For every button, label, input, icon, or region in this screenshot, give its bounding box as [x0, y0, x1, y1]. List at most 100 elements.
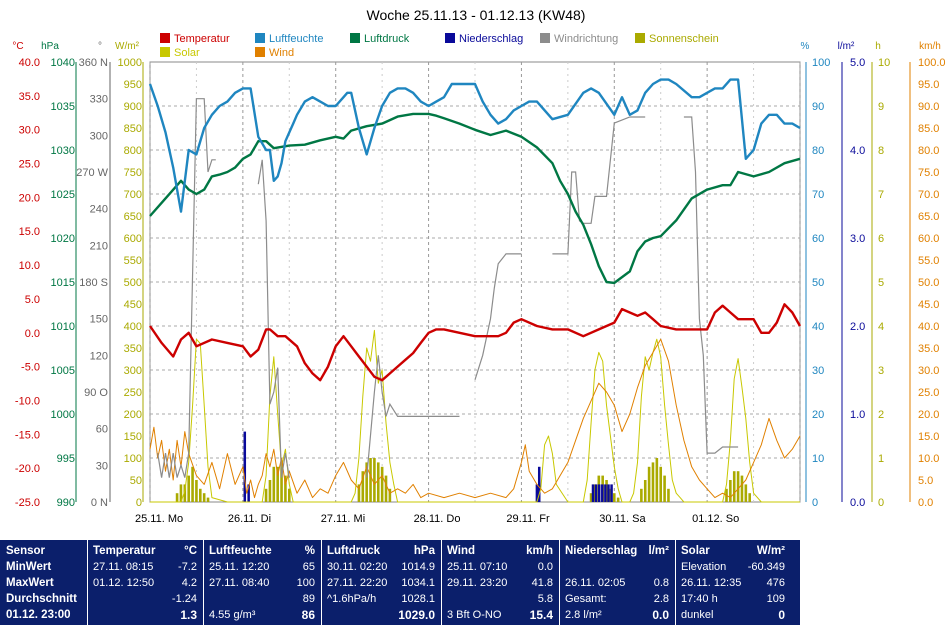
axis-unit-right: km/h [919, 41, 941, 52]
axis-tick-right: 4.0 [850, 145, 865, 157]
stats-separator [675, 540, 676, 625]
legend-label: Luftdruck [364, 33, 410, 45]
bar-sonnenschein [198, 488, 202, 502]
bar-sonnenschein [195, 480, 198, 502]
line-luftfeuchte [148, 78, 801, 213]
legend-swatch-windrichtung [540, 33, 550, 43]
axis-tick-left: 1000 [118, 57, 142, 69]
stats-date: 27.11. 22:20 [327, 577, 388, 589]
stats-unit: hPa [413, 545, 435, 557]
axis-tick-right: 30 [812, 365, 824, 377]
legend-label: Wind [269, 47, 294, 59]
axis-tick-left: 300 [124, 365, 142, 377]
axis-unit-left: hPa [41, 41, 59, 52]
stats-date: 25.11. 07:10 [447, 561, 508, 573]
axis-tick-right: 1.0 [850, 409, 865, 421]
axis-tick-right: 60.0 [918, 233, 939, 245]
stats-value: 0.0 [537, 561, 553, 573]
axis-tick-left: 20.0 [19, 192, 40, 204]
axis-tick-left: 1015 [51, 277, 75, 289]
bar-niederschlag [610, 484, 613, 502]
stats-row-label: MaxWert [6, 577, 54, 589]
stats-date: 17:40 h [681, 593, 718, 605]
axis-tick-left: -20.0 [15, 463, 40, 475]
bar-sonnenschein [388, 488, 392, 502]
stats-value: 0.8 [653, 577, 669, 589]
line-temperatur [149, 303, 802, 382]
stats-value: 1028.1 [401, 593, 435, 605]
axis-tick-left: 1030 [51, 145, 75, 157]
stats-date: ^1.6hPa/h [327, 593, 377, 605]
axis-tick-right: 10 [812, 453, 824, 465]
stats-current-note: 4.55 g/m³ [209, 609, 256, 621]
axis-tick-left: 360 N [79, 57, 108, 69]
bar-sonnenschein [268, 480, 272, 502]
bar-sonnenschein [284, 475, 287, 502]
stats-current-value: 1029.0 [398, 608, 435, 622]
stats-unit: l/m² [648, 545, 669, 557]
axis-tick-left: 90 O [84, 387, 108, 399]
axis-tick-left: 990 [57, 497, 75, 509]
stats-value: 100 [296, 577, 315, 589]
bar-niederschlag [607, 484, 610, 502]
line-wind [149, 338, 801, 499]
axis-tick-right: 45.0 [918, 299, 939, 311]
axis-tick-left: 50 [130, 475, 142, 487]
axis-tick-left: 5.0 [25, 294, 40, 306]
bar-niederschlag [594, 484, 598, 502]
axis-tick-left: 350 [124, 343, 142, 355]
stats-date: 01.12. 12:50 [93, 577, 155, 589]
bar-sonnenschein [191, 466, 194, 502]
stats-value: -60.349 [747, 561, 785, 573]
bar-sonnenschein [740, 475, 744, 502]
stats-date: Elevation [681, 561, 727, 573]
axis-tick-right: 30.0 [918, 365, 939, 377]
axis-tick-left: 300 [90, 130, 108, 142]
bar-niederschlag [601, 484, 604, 502]
axis-tick-left: 0 N [91, 497, 108, 509]
stats-value: 4.2 [181, 577, 197, 589]
stats-current-value: 0 [778, 608, 785, 622]
bar-sonnenschein [280, 462, 283, 502]
axis-tick-left: 800 [124, 145, 142, 157]
line-windrichtung [474, 253, 522, 380]
bar-niederschlag [535, 484, 539, 502]
bar-sonnenschein [384, 475, 388, 502]
axis-tick-left: 200 [124, 409, 142, 421]
line-windrichtung [257, 159, 290, 478]
bar-sonnenschein [179, 484, 183, 502]
legend-label: Temperatur [174, 33, 230, 45]
stats-row-label: Durchschnitt [6, 593, 77, 605]
axis-tick-x: 27.11. Mi [321, 513, 365, 525]
axis-tick-right: 10 [878, 57, 890, 69]
axis-tick-left: 950 [124, 79, 142, 91]
axis-tick-x: 26.11. Di [228, 513, 271, 525]
axis-tick-right: 9 [878, 101, 884, 113]
bar-sonnenschein [655, 458, 659, 502]
legend: Temperatur Luftfeuchte Luftdruck Niederschl… [160, 33, 719, 59]
axis-tick-right: 0 [878, 497, 884, 509]
bar-sonnenschein [276, 466, 279, 502]
legend-swatch-solar [160, 47, 170, 57]
stats-date: 27.11. 08:15 [93, 561, 154, 573]
stats-value: 109 [766, 593, 785, 605]
stats-date: 26.11. 12:35 [681, 577, 742, 589]
series-lines [148, 78, 802, 503]
stats-header: Luftdruck [327, 545, 381, 557]
axis-tick-left: 550 [124, 255, 142, 267]
axis-tick-left: 120 [90, 350, 108, 362]
stats-separator [321, 540, 322, 625]
axis-tick-left: 1010 [51, 321, 75, 333]
axis-tick-left: 150 [90, 314, 108, 326]
stats-current-value: 15.4 [529, 608, 553, 622]
axis-tick-right: 20.0 [918, 409, 939, 421]
axis-tick-right: 100.0 [918, 57, 946, 69]
axis-tick-right: 40.0 [918, 321, 939, 333]
axis-tick-left: 30 [96, 460, 108, 472]
axis-tick-right: 75.0 [918, 167, 939, 179]
stats-separator [203, 540, 204, 625]
axis-tick-right: 5.0 [918, 475, 933, 487]
axis-tick-left: 450 [124, 299, 142, 311]
legend-swatch-luftdruck [350, 33, 360, 43]
stats-current-note: 3 Bft O-NO [447, 609, 502, 621]
